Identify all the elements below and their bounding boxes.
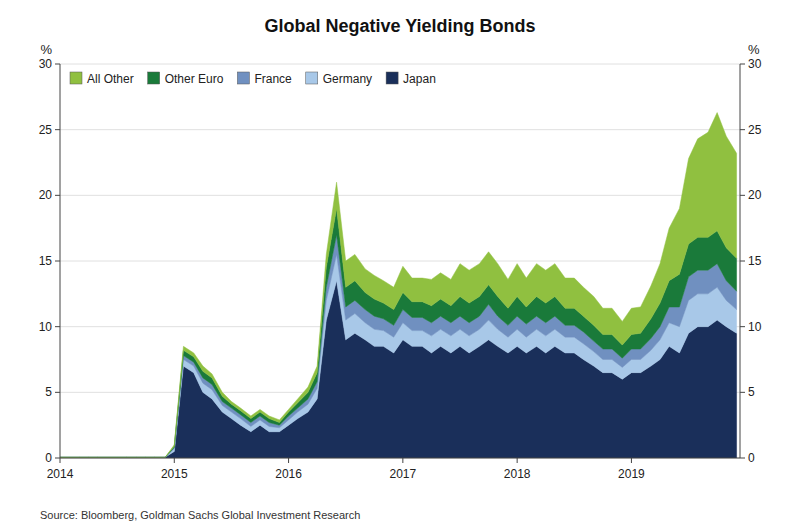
x-tick-label: 2016 (275, 467, 302, 481)
x-tick (288, 458, 289, 463)
y2-tick (740, 64, 745, 65)
x-tick (60, 458, 61, 463)
y-tick-label: 5 (45, 385, 52, 399)
legend-swatch (237, 72, 249, 84)
grid-line (60, 261, 740, 262)
grid-line (60, 64, 740, 65)
y2-tick (740, 195, 745, 196)
grid-line (60, 458, 740, 459)
areas (60, 113, 737, 458)
x-tick (174, 458, 175, 463)
x-tick (402, 458, 403, 463)
y-tick (55, 64, 60, 65)
y2-tick (740, 458, 745, 459)
y2-tick-label: 15 (748, 254, 762, 268)
legend-label: Germany (323, 72, 372, 86)
y2-tick-label: 30 (748, 57, 762, 71)
title: Global Negative Yielding Bonds (264, 16, 535, 36)
y2-tick (740, 129, 745, 130)
x-tick-label: 2014 (47, 467, 74, 481)
y-tick (55, 326, 60, 327)
legend: All Other Other Euro France Germany Japan (70, 72, 436, 86)
y2-tick (740, 326, 745, 327)
x-tick-label: 2018 (504, 467, 531, 481)
y-tick (55, 195, 60, 196)
y2-tick (740, 261, 745, 262)
y-tick-label: 20 (39, 188, 53, 202)
x-axis-line (60, 458, 740, 459)
chart: 2014201520162017201820190510152025300510… (0, 0, 800, 531)
grid (60, 64, 740, 458)
legend-swatch (148, 72, 160, 84)
x-tick (631, 458, 632, 463)
y2-tick-label: 25 (748, 123, 762, 137)
y-tick (55, 261, 60, 262)
x-tick-label: 2019 (618, 467, 645, 481)
y-tick (55, 392, 60, 393)
grid-line (60, 195, 740, 196)
legend-swatch (306, 72, 318, 84)
y-tick-label: 0 (45, 451, 52, 465)
y-tick-label: 25 (39, 123, 53, 137)
grid-line (60, 129, 740, 130)
legend-label: France (254, 72, 292, 86)
y2-tick-label: 10 (748, 320, 762, 334)
y-tick-label: 10 (39, 320, 53, 334)
y2-tick-label: 5 (748, 385, 755, 399)
area (60, 113, 737, 458)
legend-label: Other Euro (165, 72, 224, 86)
legend-swatch (386, 72, 398, 84)
y-tick-label: 30 (39, 57, 53, 71)
background (0, 0, 800, 531)
y2-tick (740, 392, 745, 393)
legend-swatch (70, 72, 82, 84)
y-tick-label: 15 (39, 254, 53, 268)
y2-tick-label: 20 (748, 188, 762, 202)
x-tick-label: 2015 (161, 467, 188, 481)
y-tick (55, 458, 60, 459)
legend-label: All Other (87, 72, 134, 86)
axes: 2014201520162017201820190510152025300510… (39, 57, 762, 481)
y2-axis-label: % (748, 42, 760, 57)
legend-label: Japan (403, 72, 436, 86)
y2-tick-label: 0 (748, 451, 755, 465)
x-tick-label: 2017 (390, 467, 417, 481)
x-tick (517, 458, 518, 463)
y-tick (55, 129, 60, 130)
source-note: Source: Bloomberg, Goldman Sachs Global … (40, 509, 360, 521)
y-axis-label: % (40, 42, 52, 57)
